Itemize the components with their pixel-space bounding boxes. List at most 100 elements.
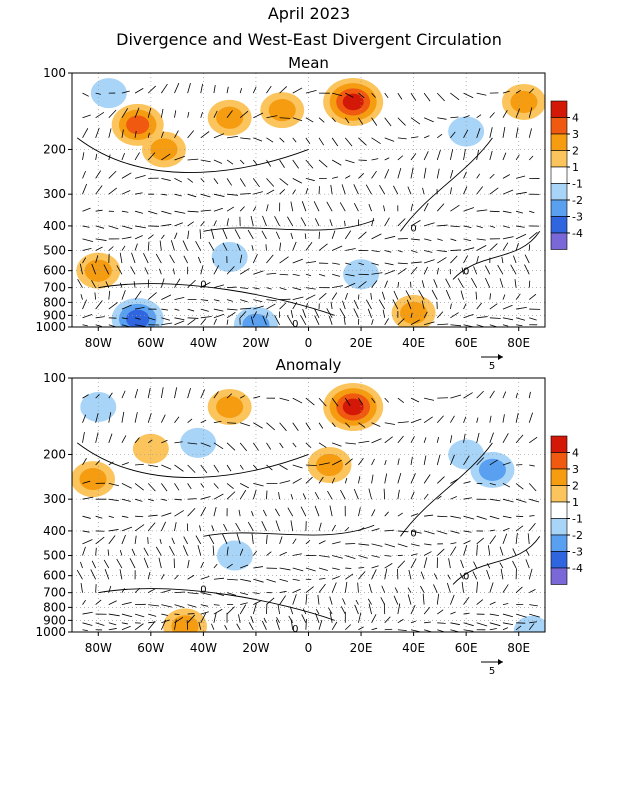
panel-title: Mean bbox=[288, 54, 329, 72]
wind-vector bbox=[108, 483, 119, 487]
wind-vector bbox=[266, 442, 272, 450]
colorbar-label: 2 bbox=[572, 480, 579, 493]
wind-vector bbox=[147, 571, 151, 580]
wind-vector bbox=[82, 225, 90, 228]
colorbar-label: 1 bbox=[572, 496, 579, 509]
wind-vector bbox=[131, 548, 136, 556]
wind-vector bbox=[108, 515, 114, 519]
wind-vector bbox=[410, 418, 422, 424]
wind-vector bbox=[76, 569, 83, 580]
wind-vector bbox=[384, 318, 389, 325]
wind-vector bbox=[290, 520, 294, 531]
wind-vector bbox=[502, 515, 512, 519]
wind-vector bbox=[406, 299, 412, 310]
wind-vector bbox=[344, 292, 348, 300]
wind-vector bbox=[119, 252, 123, 264]
wind-vector bbox=[187, 308, 195, 312]
wind-vector bbox=[240, 564, 249, 569]
wind-vectors bbox=[76, 387, 540, 632]
wind-vector bbox=[450, 255, 458, 264]
wind-vector bbox=[187, 210, 199, 213]
wind-vector bbox=[108, 412, 112, 423]
wind-vector bbox=[187, 614, 196, 624]
wind-vector bbox=[318, 583, 326, 593]
wind-vector bbox=[226, 546, 229, 556]
wind-vector bbox=[266, 254, 274, 264]
wind-vector bbox=[252, 86, 257, 94]
wind-vector bbox=[502, 152, 507, 161]
wind-vector bbox=[226, 110, 233, 118]
wind-vector bbox=[383, 488, 386, 500]
wind-vector bbox=[234, 229, 241, 240]
wind-vector bbox=[161, 613, 168, 616]
wind-vector bbox=[327, 490, 333, 500]
wind-vector bbox=[345, 442, 356, 445]
wind-vector bbox=[200, 389, 205, 399]
wind-vector bbox=[82, 414, 87, 423]
wind-vector bbox=[226, 193, 239, 196]
colorbar-cell bbox=[550, 485, 568, 503]
wind-vector bbox=[253, 600, 262, 605]
wind-vector bbox=[529, 621, 537, 624]
wind-vector bbox=[239, 178, 246, 187]
wind-vector bbox=[252, 489, 257, 500]
wind-vector bbox=[354, 604, 359, 615]
wind-vector bbox=[161, 464, 172, 470]
wind-vector bbox=[266, 115, 278, 119]
wind-vector bbox=[121, 317, 128, 320]
wind-vector bbox=[408, 569, 412, 580]
wind-vector bbox=[318, 292, 327, 300]
contour-line bbox=[400, 442, 493, 537]
wind-vector bbox=[174, 510, 184, 517]
wind-vector bbox=[318, 577, 326, 580]
wind-vector bbox=[305, 287, 316, 290]
wind-vector bbox=[318, 273, 326, 277]
wind-vector bbox=[410, 136, 419, 139]
wind-vector bbox=[460, 290, 464, 300]
wind-vector bbox=[384, 117, 392, 127]
wind-vector bbox=[169, 545, 175, 556]
wind-vector bbox=[238, 509, 241, 517]
wind-vector bbox=[301, 614, 307, 623]
divergence-region bbox=[513, 615, 545, 632]
wind-vector bbox=[331, 230, 336, 240]
wind-vector bbox=[500, 568, 504, 580]
wind-vector bbox=[212, 257, 215, 264]
wind-vector bbox=[368, 583, 372, 593]
wind-vector bbox=[121, 613, 133, 618]
wind-vector bbox=[515, 154, 520, 161]
wind-vector bbox=[463, 186, 468, 195]
wind-vector bbox=[502, 603, 509, 605]
wind-vector bbox=[353, 202, 359, 212]
wind-vector bbox=[371, 565, 379, 569]
wind-vector bbox=[103, 559, 110, 569]
x-tick-label: 20E bbox=[350, 336, 373, 350]
wind-vector bbox=[155, 253, 162, 264]
wind-vector bbox=[266, 551, 272, 556]
wind-vector bbox=[515, 127, 519, 138]
wind-vector bbox=[515, 434, 524, 444]
wind-vector bbox=[463, 115, 470, 119]
x-tick-label: 0 bbox=[305, 641, 313, 655]
wind-vector bbox=[318, 159, 328, 168]
colorbar-cell bbox=[550, 567, 568, 585]
wind-vector bbox=[108, 128, 112, 138]
wind-vector bbox=[174, 498, 182, 501]
wind-vector bbox=[437, 515, 448, 518]
wind-vector bbox=[424, 222, 435, 227]
wind-vector bbox=[410, 220, 421, 227]
wind-vector bbox=[358, 92, 365, 99]
wind-vector bbox=[528, 412, 533, 423]
wind-vector bbox=[239, 268, 250, 275]
colorbar-label: 3 bbox=[572, 463, 579, 476]
wind-vector bbox=[80, 582, 83, 593]
wind-vector bbox=[304, 233, 307, 239]
wind-vector bbox=[397, 267, 407, 275]
wind-vector bbox=[502, 304, 513, 310]
chart-title-main: Divergence and West-East Divergent Circu… bbox=[116, 30, 502, 49]
wind-vector bbox=[265, 244, 267, 251]
wind-vector bbox=[450, 394, 462, 399]
wind-vector bbox=[226, 312, 236, 319]
wind-vector bbox=[240, 592, 249, 596]
wind-vector bbox=[450, 249, 461, 251]
